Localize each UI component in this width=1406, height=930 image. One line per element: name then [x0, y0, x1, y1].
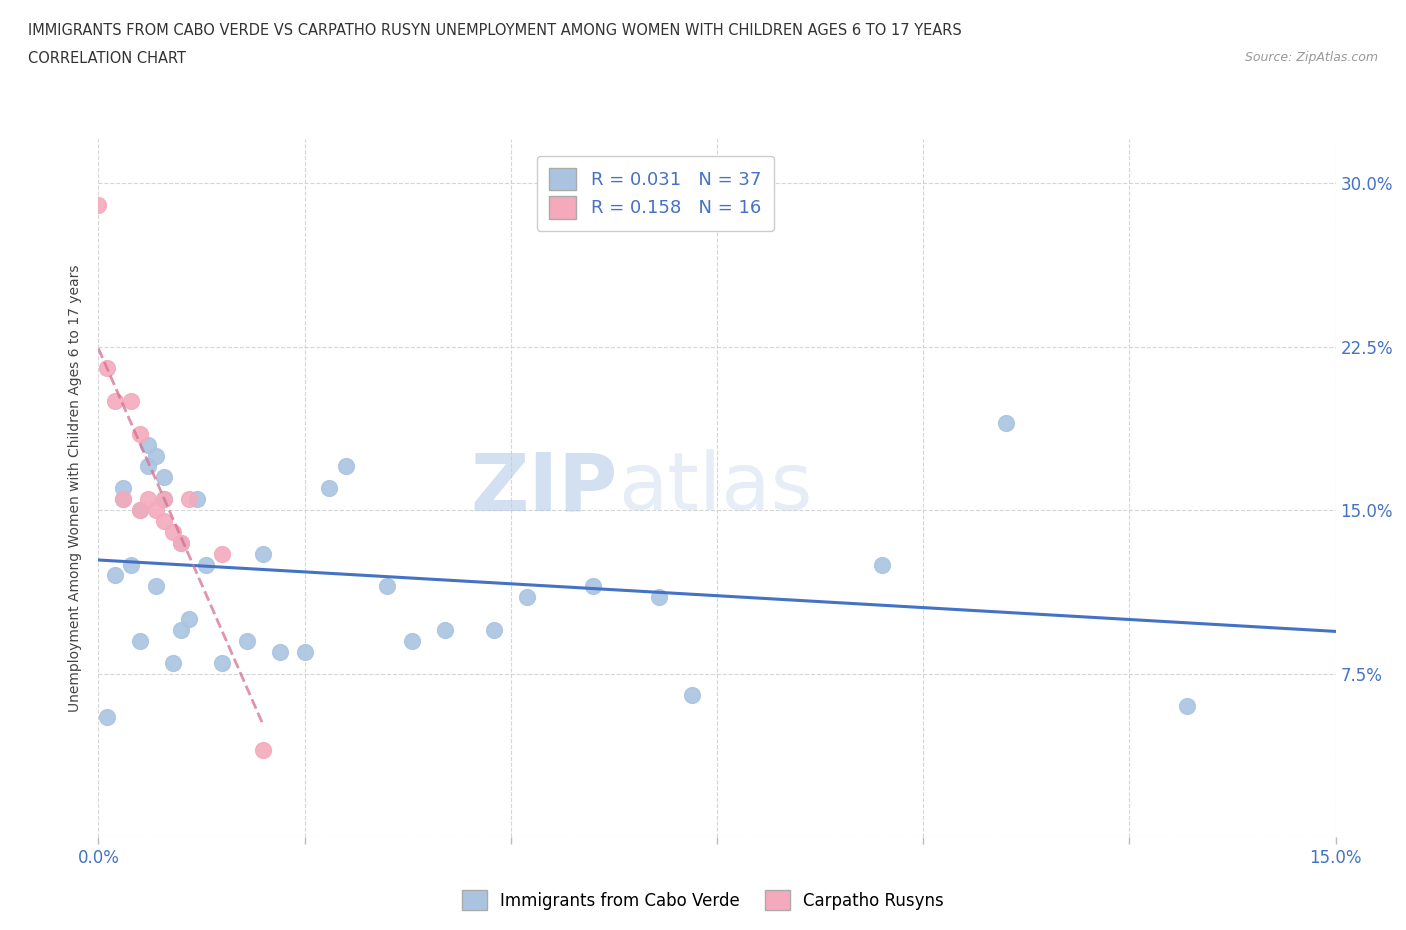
Point — [170, 622, 193, 637]
Text: IMMIGRANTS FROM CABO VERDE VS CARPATHO RUSYN UNEMPLOYMENT AMONG WOMEN WITH CHILD: IMMIGRANTS FROM CABO VERDE VS CARPATHO R… — [28, 23, 962, 38]
Legend: Immigrants from Cabo Verde, Carpatho Rusyns: Immigrants from Cabo Verde, Carpatho Rus… — [456, 884, 950, 917]
Point — [179, 492, 201, 507]
Point — [153, 492, 176, 507]
Point — [170, 536, 193, 551]
Point — [112, 481, 135, 496]
Point — [128, 633, 150, 648]
Point — [120, 393, 142, 408]
Text: atlas: atlas — [619, 449, 813, 527]
Point — [194, 557, 217, 572]
Point — [236, 633, 259, 648]
Point — [87, 197, 110, 212]
Point — [162, 656, 184, 671]
Point — [1175, 698, 1198, 713]
Y-axis label: Unemployment Among Women with Children Ages 6 to 17 years: Unemployment Among Women with Children A… — [69, 264, 83, 712]
Point — [375, 578, 398, 593]
Point — [179, 612, 201, 627]
Point — [120, 557, 142, 572]
Point — [433, 622, 456, 637]
Point — [252, 546, 274, 561]
Point — [294, 644, 316, 659]
Point — [136, 492, 159, 507]
Point — [145, 448, 167, 463]
Point — [870, 557, 893, 572]
Point — [516, 590, 538, 604]
Point — [186, 492, 208, 507]
Point — [96, 710, 118, 724]
Point — [648, 590, 671, 604]
Point — [112, 492, 135, 507]
Point — [145, 502, 167, 517]
Point — [104, 568, 127, 583]
Point — [994, 416, 1017, 431]
Point — [128, 502, 150, 517]
Point — [170, 536, 193, 551]
Text: Source: ZipAtlas.com: Source: ZipAtlas.com — [1244, 51, 1378, 64]
Point — [153, 470, 176, 485]
Point — [112, 492, 135, 507]
Point — [681, 688, 703, 703]
Point — [401, 633, 423, 648]
Point — [145, 578, 167, 593]
Point — [96, 361, 118, 376]
Point — [153, 492, 176, 507]
Point — [128, 502, 150, 517]
Point — [484, 622, 506, 637]
Point — [318, 481, 340, 496]
Point — [128, 426, 150, 441]
Point — [211, 546, 233, 561]
Point — [104, 393, 127, 408]
Point — [269, 644, 291, 659]
Text: ZIP: ZIP — [471, 449, 619, 527]
Point — [252, 742, 274, 757]
Point — [162, 525, 184, 539]
Point — [582, 578, 605, 593]
Point — [153, 513, 176, 528]
Text: CORRELATION CHART: CORRELATION CHART — [28, 51, 186, 66]
Point — [136, 437, 159, 452]
Point — [335, 459, 357, 474]
Point — [211, 656, 233, 671]
Point — [136, 459, 159, 474]
Legend: R = 0.031   N = 37, R = 0.158   N = 16: R = 0.031 N = 37, R = 0.158 N = 16 — [537, 155, 773, 232]
